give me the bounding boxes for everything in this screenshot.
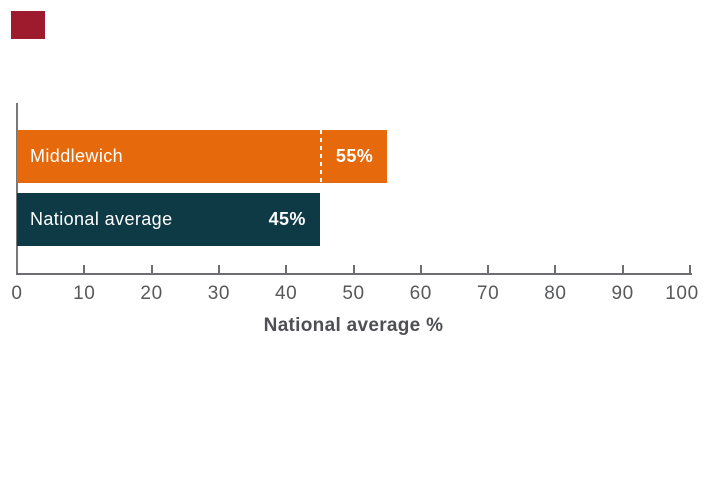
x-tick [487, 265, 490, 273]
bar-middlewich: Middlewich 55% [17, 130, 388, 183]
x-tick-label: 0 [11, 283, 23, 304]
x-tick [217, 265, 220, 273]
bar-value: 45% [268, 209, 306, 229]
x-tick-label: 80 [544, 283, 567, 304]
x-tick [554, 265, 557, 273]
x-tick [419, 265, 422, 273]
x-tick [352, 265, 355, 273]
x-tick [285, 265, 288, 273]
x-tick-label: 20 [140, 283, 163, 304]
x-tick-label: 60 [409, 283, 432, 304]
x-tick [689, 265, 691, 273]
national-average-reference-line [319, 130, 322, 183]
x-tick-label: 70 [476, 283, 500, 304]
y-axis-spine [16, 103, 18, 274]
bar-value: 55% [335, 146, 374, 166]
plot-area: Middlewich 55% National average 45% 0 10 20 30 4… [11, 0, 698, 480]
bar-label: Middlewich [30, 146, 124, 166]
logo-mark [11, 11, 45, 39]
x-tick [150, 265, 153, 273]
bar-national-average: National average 45% [17, 193, 320, 246]
x-axis-title: National average % [263, 315, 444, 336]
x-tick-label: 50 [342, 283, 365, 304]
x-tick-label: 40 [275, 283, 298, 304]
x-tick-label: 10 [73, 283, 96, 304]
bar-label: National average [30, 209, 173, 229]
x-tick [83, 265, 86, 273]
x-tick-label: 100 [665, 283, 699, 304]
x-tick [621, 265, 624, 273]
x-axis-line [16, 273, 692, 275]
x-tick-label: 30 [207, 283, 231, 304]
x-tick-label: 90 [611, 283, 634, 304]
